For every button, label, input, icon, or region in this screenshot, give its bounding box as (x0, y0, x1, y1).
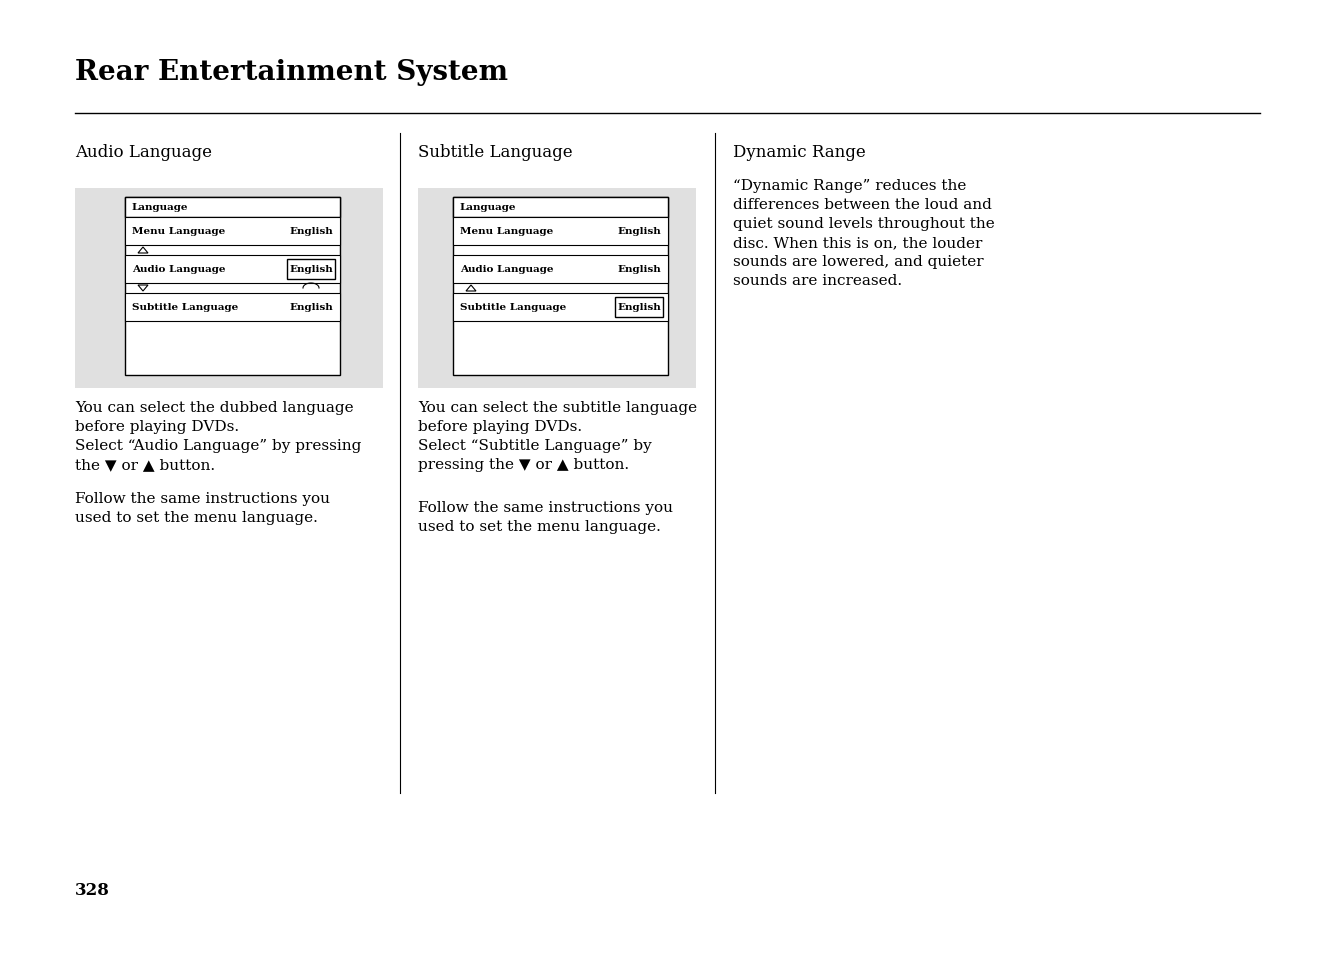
Text: Follow the same instructions you
used to set the menu language.: Follow the same instructions you used to… (75, 492, 330, 524)
Text: Dynamic Range: Dynamic Range (733, 144, 866, 161)
Text: You can select the subtitle language
before playing DVDs.
Select “Subtitle Langu: You can select the subtitle language bef… (418, 400, 697, 472)
Bar (125, 294, 340, 322)
Text: English: English (617, 265, 661, 274)
Bar (286, 260, 336, 280)
Bar (453, 294, 669, 322)
Bar (453, 218, 669, 246)
Text: Audio Language: Audio Language (460, 265, 554, 274)
Text: Subtitle Language: Subtitle Language (418, 144, 573, 161)
Text: Audio Language: Audio Language (132, 265, 225, 274)
Text: Language: Language (131, 203, 188, 213)
Bar (125, 198, 340, 375)
Text: 328: 328 (75, 882, 109, 898)
Text: Language: Language (460, 203, 515, 213)
Text: English: English (617, 303, 661, 313)
Text: Follow the same instructions you
used to set the menu language.: Follow the same instructions you used to… (418, 500, 673, 534)
Text: Rear Entertainment System: Rear Entertainment System (75, 59, 507, 86)
Text: English: English (617, 227, 661, 236)
Bar (615, 297, 663, 317)
Bar (125, 218, 340, 246)
Text: Menu Language: Menu Language (460, 227, 553, 236)
Bar (453, 198, 669, 375)
Bar (453, 198, 669, 218)
Bar (125, 198, 340, 218)
Text: You can select the dubbed language
before playing DVDs.
Select “Audio Language” : You can select the dubbed language befor… (75, 400, 361, 472)
Text: Menu Language: Menu Language (132, 227, 225, 236)
Text: Audio Language: Audio Language (75, 144, 212, 161)
Text: Subtitle Language: Subtitle Language (460, 303, 566, 313)
Bar (125, 255, 340, 284)
Text: English: English (289, 303, 333, 313)
Bar (453, 255, 669, 284)
Text: “Dynamic Range” reduces the
differences between the loud and
quiet sound levels : “Dynamic Range” reduces the differences … (733, 179, 995, 288)
Text: Subtitle Language: Subtitle Language (132, 303, 238, 313)
Bar (418, 189, 697, 389)
Bar (75, 189, 384, 389)
Text: English: English (289, 265, 333, 274)
Text: English: English (289, 227, 333, 236)
